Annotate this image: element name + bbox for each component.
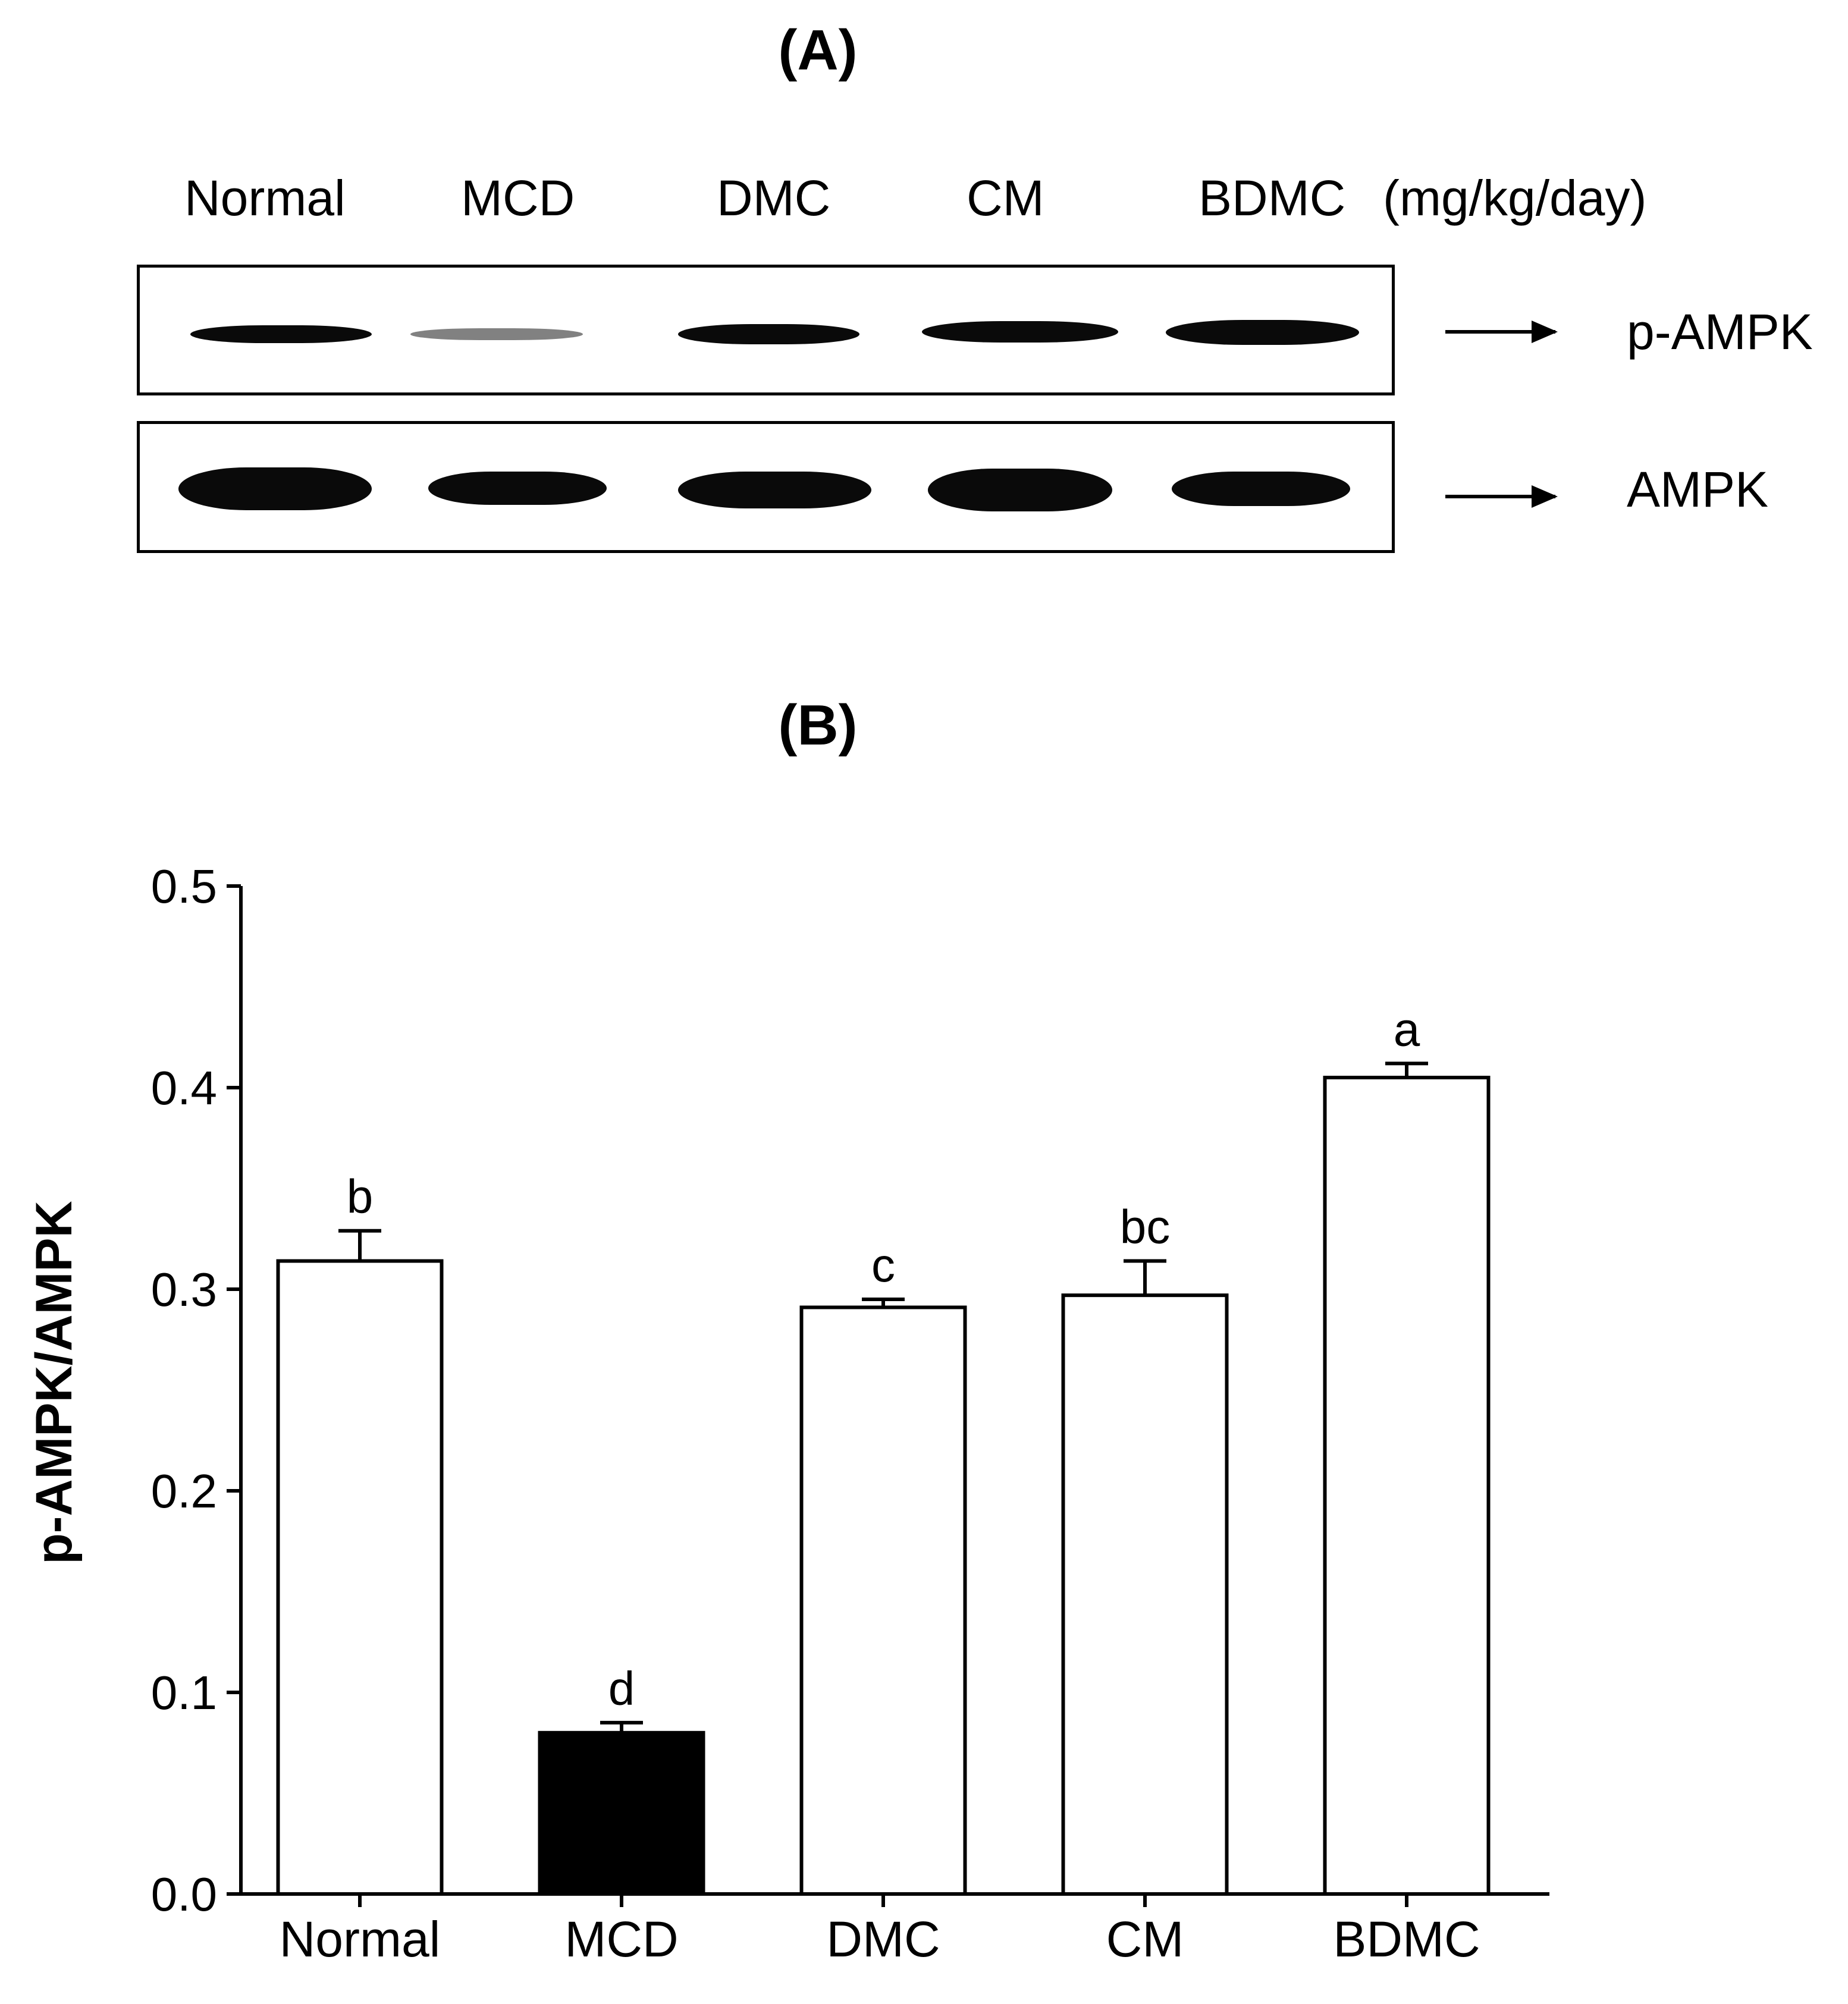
y-tick-label: 0.0 (151, 1868, 217, 1921)
band-p-ampk-dmc (678, 324, 859, 344)
band-p-ampk-bdmc (1166, 320, 1359, 345)
band-ampk-normal (178, 467, 372, 510)
band-p-ampk-normal (190, 325, 372, 343)
lane-label-bdmc: BDMC (1198, 170, 1346, 226)
lane-label-dmc: DMC (717, 170, 831, 226)
bar-normal (276, 1259, 444, 1896)
blot-p-ampk (137, 265, 1395, 395)
dose-unit-label: (mg/kg/day) (1383, 170, 1647, 226)
protein-label-p-ampk: p-AMPK (1627, 304, 1813, 360)
x-tick-label: DMC (826, 1911, 940, 1967)
bar-cm (1061, 1293, 1229, 1896)
y-tick-label: 0.4 (151, 1061, 217, 1114)
significance-letter: d (608, 1662, 635, 1715)
x-tick-label: BDMC (1333, 1911, 1480, 1967)
bar-dmc (799, 1305, 967, 1896)
bar-mcd (538, 1730, 705, 1896)
lane-label-normal: Normal (184, 170, 346, 226)
band-p-ampk-mcd (410, 328, 583, 340)
panel-a-label: (A) (778, 18, 858, 82)
y-axis-label: p-AMPK/AMPK (26, 1201, 83, 1565)
x-tick-label: CM (1106, 1911, 1184, 1967)
band-p-ampk-cm (922, 321, 1118, 343)
x-tick-label: Normal (280, 1911, 441, 1967)
panel-b-label: (B) (778, 693, 858, 757)
y-tick-label: 0.2 (151, 1465, 217, 1518)
lane-label-mcd: MCD (461, 170, 575, 226)
significance-letter: b (347, 1170, 374, 1223)
protein-label-ampk: AMPK (1627, 461, 1769, 517)
y-tick-label: 0.3 (151, 1263, 217, 1316)
band-ampk-dmc (678, 472, 871, 508)
significance-letter: a (1394, 1003, 1420, 1056)
x-tick-label: MCD (564, 1911, 678, 1967)
lane-label-cm: CM (967, 170, 1044, 226)
band-ampk-cm (928, 469, 1112, 511)
y-tick-label: 0.5 (151, 860, 217, 913)
significance-letter: c (871, 1239, 895, 1292)
significance-letter: bc (1120, 1201, 1171, 1254)
band-ampk-mcd (428, 472, 607, 505)
band-ampk-bdmc (1172, 472, 1350, 506)
y-tick-label: 0.1 (151, 1666, 217, 1719)
arrow-p-ampk (1445, 321, 1558, 343)
bar-bdmc (1323, 1076, 1491, 1896)
arrow-ampk (1445, 485, 1558, 508)
blot-ampk (137, 421, 1395, 553)
